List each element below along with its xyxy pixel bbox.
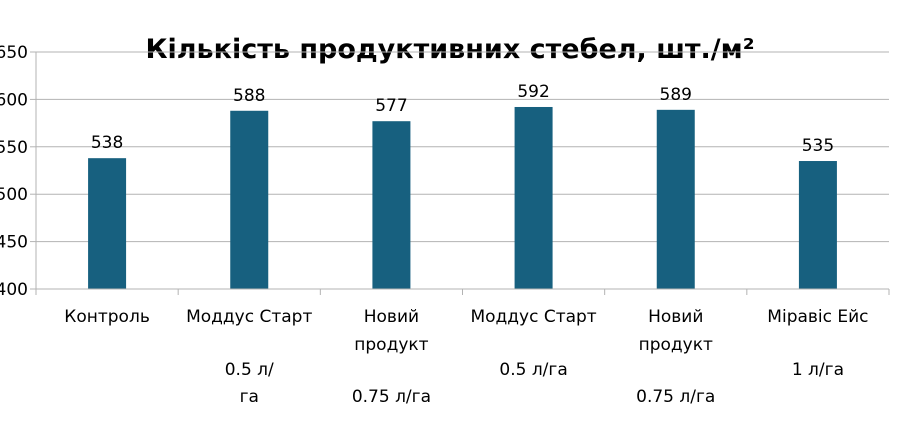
category-label: Мiравiс Ейс — [767, 307, 868, 327]
category-label: Новий — [648, 307, 703, 327]
category-label: Новий — [364, 307, 419, 327]
x-axis — [35, 288, 890, 295]
bar — [230, 110, 269, 289]
data-label: 577 — [375, 96, 407, 116]
category-label: Моддус Старт — [470, 307, 596, 327]
bar — [514, 106, 553, 289]
category-label: Моддус Старт — [186, 307, 312, 327]
y-tick-label: 650 — [0, 43, 28, 63]
category-label: 0.5 л/ — [225, 360, 274, 380]
category-label: га — [240, 387, 259, 407]
category-label: продукт — [639, 335, 713, 355]
bar — [372, 121, 411, 289]
data-label: 588 — [233, 86, 265, 106]
bars — [88, 106, 837, 289]
category-label: 1 л/га — [792, 360, 844, 380]
y-tick-label: 600 — [0, 90, 28, 110]
y-tick-label: 500 — [0, 185, 28, 205]
data-label: 535 — [802, 136, 834, 156]
y-tick-label: 400 — [0, 280, 28, 300]
category-labels: Контроль Моддус Старт 0.5 л/га Новий продукт… — [64, 307, 868, 407]
bar — [798, 161, 837, 289]
data-label: 592 — [517, 82, 549, 102]
data-labels: 538 588 577 592 589 535 — [91, 82, 834, 156]
y-tick-label: 550 — [0, 138, 28, 158]
bar — [656, 109, 695, 289]
data-label: 538 — [91, 133, 123, 153]
category-label: 0.5 л/га — [499, 360, 567, 380]
category-label: Контроль — [64, 307, 150, 327]
bar — [88, 158, 127, 289]
chart-title: Кількість продуктивних стебел, шт./м² — [145, 34, 754, 65]
category-label: 0.75 л/га — [352, 387, 431, 407]
y-tick-label: 450 — [0, 233, 28, 253]
y-axis-ticks: 400 450 500 550 600 650 — [0, 43, 28, 300]
data-label: 589 — [660, 85, 692, 105]
category-label: 0.75 л/га — [636, 387, 715, 407]
category-label: продукт — [354, 335, 428, 355]
gridlines — [30, 51, 889, 290]
